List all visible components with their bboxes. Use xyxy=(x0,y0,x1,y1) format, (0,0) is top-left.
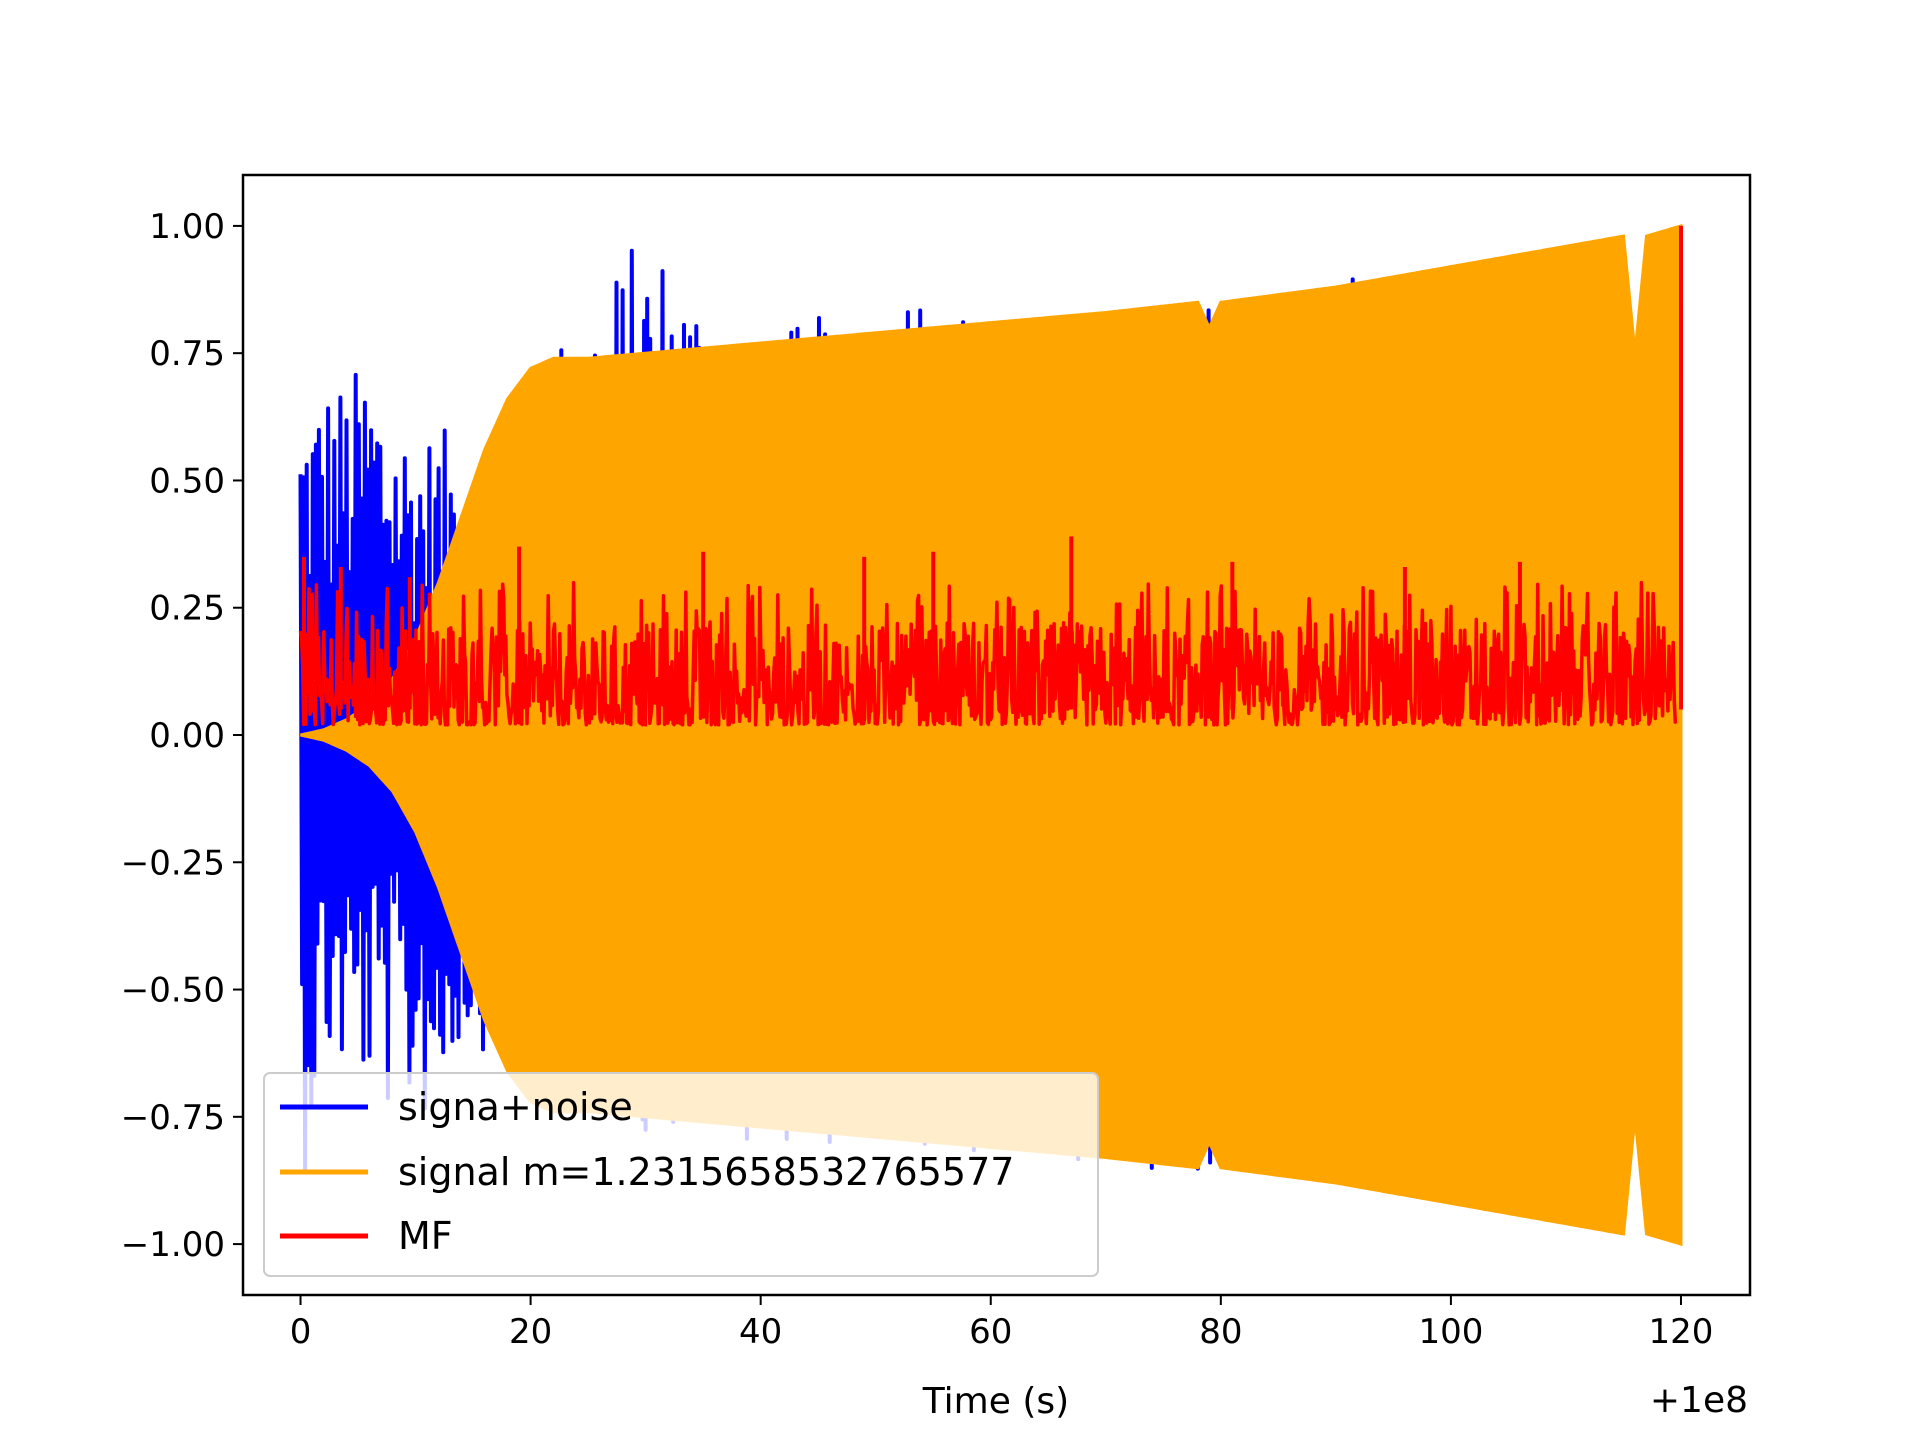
y-tick-label: −0.25 xyxy=(121,843,225,883)
y-tick-label: 0.25 xyxy=(149,589,225,629)
y-tick-label: 0.75 xyxy=(149,334,225,374)
y-tick-label: −0.75 xyxy=(121,1098,225,1138)
x-tick-label: 60 xyxy=(969,1312,1012,1352)
x-tick-label: 0 xyxy=(290,1312,312,1352)
x-axis-label: Time (s) xyxy=(922,1381,1069,1422)
y-tick-label: −1.00 xyxy=(121,1225,225,1265)
x-axis-offset-label: +1e8 xyxy=(1650,1380,1748,1421)
y-tick-label: 0.50 xyxy=(149,461,225,501)
x-axis-ticks: 0 20 40 60 80 100 120 xyxy=(290,1295,1714,1352)
mf-line xyxy=(298,580,1678,727)
x-tick-label: 80 xyxy=(1199,1312,1242,1352)
y-tick-label: 0.00 xyxy=(149,716,225,756)
x-tick-label: 20 xyxy=(509,1312,552,1352)
y-tick-label: −0.50 xyxy=(121,971,225,1011)
x-tick-label: 40 xyxy=(739,1312,782,1352)
legend-label-mf: MF xyxy=(398,1214,453,1258)
legend-label-signal: signal m=1.2315658532765577 xyxy=(398,1150,1014,1194)
y-axis-ticks: 1.00 0.75 0.50 0.25 0.00 −0.25 −0.50 −0.75 −1.00 xyxy=(121,207,243,1265)
series-mf xyxy=(298,225,1683,727)
x-tick-label: 120 xyxy=(1649,1312,1714,1352)
y-tick-label: 1.00 xyxy=(149,207,225,247)
plot-area xyxy=(298,223,1683,1247)
legend-label-signal-noise: signa+noise xyxy=(398,1085,633,1129)
legend: signa+noise signal m=1.2315658532765577 … xyxy=(263,1072,1099,1277)
legend-box xyxy=(263,1072,1099,1277)
x-tick-label: 100 xyxy=(1418,1312,1483,1352)
